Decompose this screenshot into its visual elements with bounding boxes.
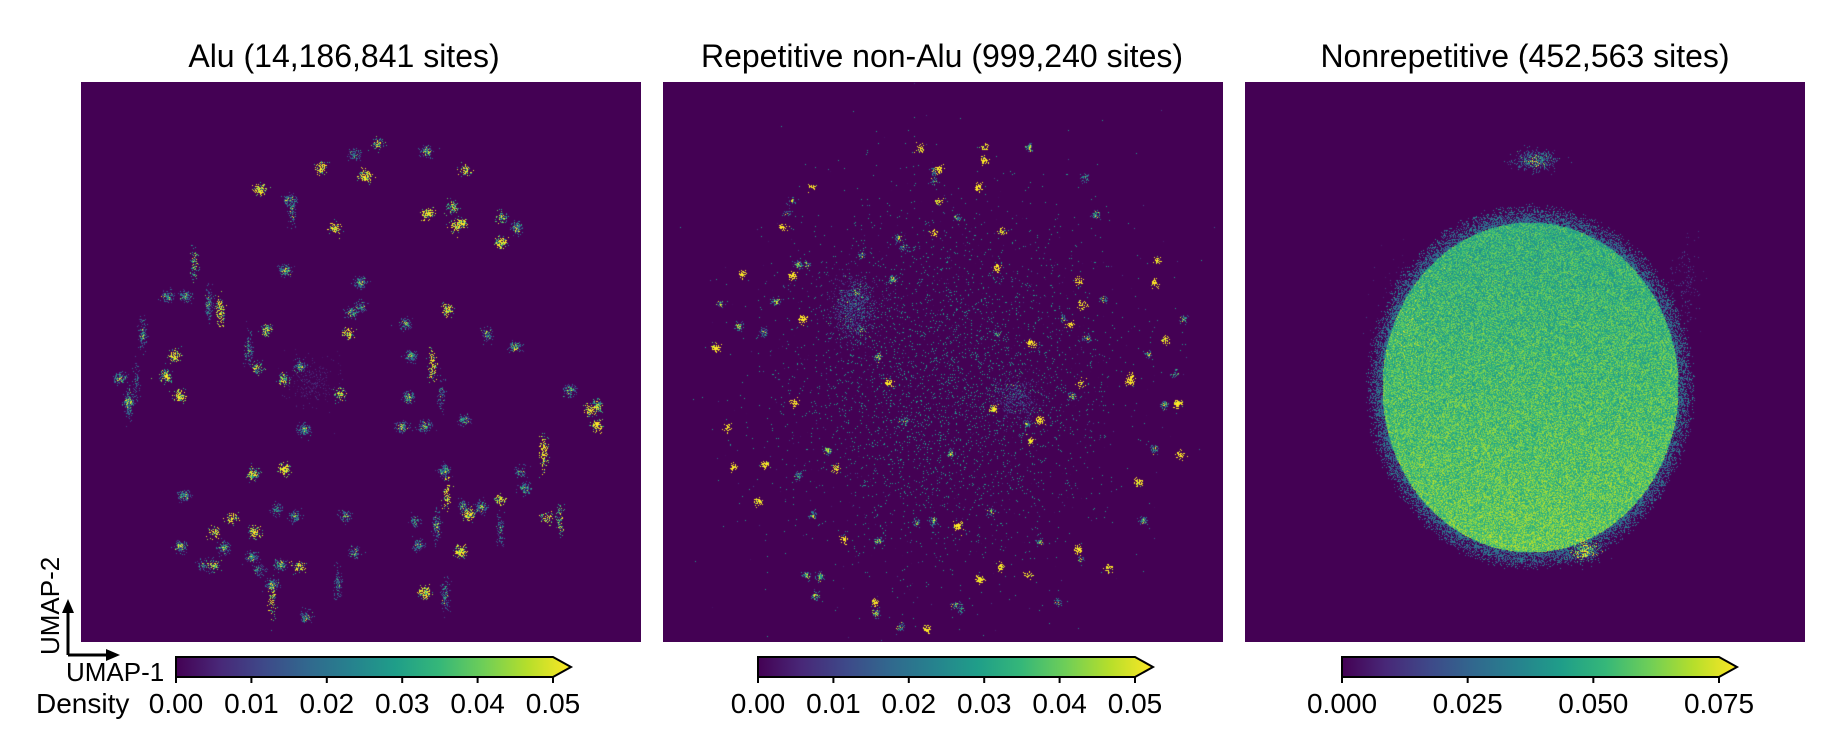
colorbar-alu <box>175 656 574 683</box>
heatmap-nonrepetitive <box>1245 82 1805 642</box>
colorbar-tick-label: 0.03 <box>956 688 1012 719</box>
colorbar-tick-label: 0.03 <box>374 688 430 719</box>
colorbar-gradient <box>757 656 1156 678</box>
y-axis-label: UMAP-2 <box>35 557 65 655</box>
colorbar-tick-label: 0.000 <box>1306 688 1378 719</box>
colorbar-tick-label: 0.050 <box>1558 688 1629 719</box>
colorbar-gradient <box>175 656 574 678</box>
colorbar-tick-label: 0.01 <box>806 688 861 719</box>
colorbar-tick-label: 0.05 <box>525 688 581 719</box>
heatmap-alu <box>81 82 641 642</box>
colorbar-tick-label: 0.04 <box>450 688 505 719</box>
colorbar-nonrepetitive <box>1341 656 1740 683</box>
colorbar-tick-label: 0.00 <box>730 688 786 719</box>
colorbar-tick-label: 0.025 <box>1432 688 1503 719</box>
colorbar-label: Density <box>36 688 130 719</box>
colorbar-tick-label: 0.075 <box>1683 688 1755 719</box>
umap-axis-indicator: UMAP-2 UMAP-1 <box>35 557 164 687</box>
colorbar-tick-label: 0.02 <box>881 688 937 719</box>
panel-title-repetitive-non-alu: Repetitive non-Alu (999,240 sites) <box>700 38 1184 74</box>
colorbar-tick-label: 0.01 <box>224 688 279 719</box>
x-axis-label: UMAP-1 <box>66 657 164 687</box>
heatmap-repetitive-non-alu <box>663 82 1223 642</box>
colorbar-tick-label: 0.02 <box>299 688 355 719</box>
panel-title-alu: Alu (14,186,841 sites) <box>188 38 500 74</box>
colorbar-repetitive-non-alu <box>757 656 1156 683</box>
colorbar-tick-label: 0.04 <box>1032 688 1087 719</box>
colorbar-tick-label: 0.00 <box>148 688 204 719</box>
colorbar-tick-label: 0.05 <box>1107 688 1163 719</box>
colorbar-gradient <box>1341 656 1740 678</box>
panel-title-nonrepetitive: Nonrepetitive (452,563 sites) <box>1320 38 1730 74</box>
